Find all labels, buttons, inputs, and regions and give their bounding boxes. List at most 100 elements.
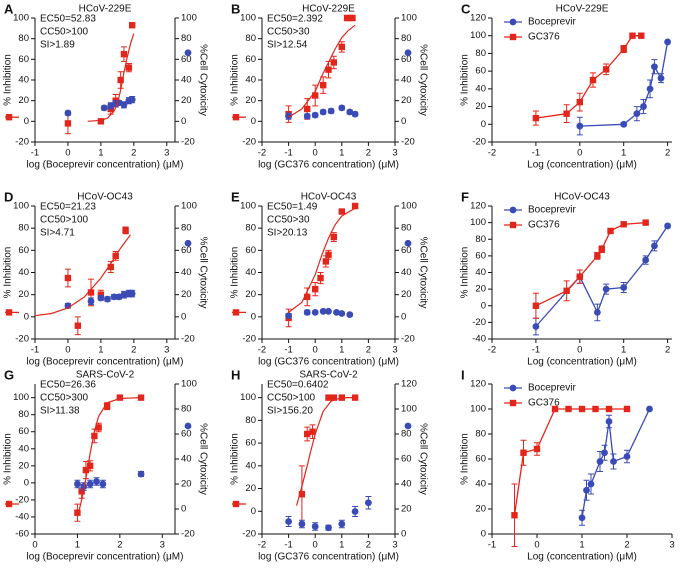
y-axis-label: % Inhibition bbox=[230, 54, 241, 106]
x-tick-label: 0 bbox=[534, 540, 539, 551]
data-point bbox=[578, 405, 586, 413]
x-tick-label: 2 bbox=[117, 540, 122, 551]
x-tick-label: -2 bbox=[488, 345, 496, 356]
y2-tick-label: 80 bbox=[401, 223, 412, 234]
annotation: EC50=1.49 bbox=[267, 202, 318, 213]
panel-letter: H bbox=[231, 367, 240, 382]
y2-tick-label: 0 bbox=[181, 311, 186, 322]
data-point bbox=[303, 309, 311, 316]
y-tick-label: 0 bbox=[24, 477, 29, 488]
data-point bbox=[100, 104, 108, 112]
x-axis-label: Log (concentration) (μM) bbox=[527, 160, 637, 171]
y-tick-label: 100 bbox=[13, 392, 29, 403]
y-tick-label: 100 bbox=[470, 404, 486, 415]
data-point bbox=[346, 108, 354, 116]
y-tick-label: 120 bbox=[470, 13, 486, 24]
x-tick-label: 1 bbox=[339, 540, 344, 551]
y2-tick-label: -20 bbox=[181, 334, 195, 345]
x-tick-label: 2 bbox=[665, 148, 670, 159]
series-line bbox=[535, 225, 669, 327]
legend-label: GC376 bbox=[528, 32, 560, 43]
series-line bbox=[535, 221, 646, 307]
data-point bbox=[97, 294, 105, 302]
y-tick-label: 100 bbox=[240, 201, 256, 212]
data-point bbox=[346, 311, 354, 319]
data-point bbox=[592, 405, 599, 413]
data-point bbox=[325, 394, 332, 401]
y-axis-label: % Inhibition bbox=[230, 247, 241, 299]
data-point bbox=[607, 227, 614, 235]
y-tick-label: -20 bbox=[242, 334, 256, 345]
x-tick-label: 2 bbox=[624, 540, 629, 551]
panel-title: SARS-CoV-2 bbox=[76, 370, 135, 381]
legend-label: GC376 bbox=[528, 220, 560, 231]
y-axis-label: % Inhibition bbox=[460, 433, 471, 485]
data-point bbox=[351, 110, 359, 118]
y2-tick-label: 20 bbox=[181, 479, 192, 490]
data-point bbox=[311, 111, 319, 119]
y-tick-label: 80 bbox=[245, 415, 256, 426]
y2-tick-label: 100 bbox=[401, 201, 417, 212]
annotation: CC50>100 bbox=[40, 215, 89, 226]
y-tick-label: 20 bbox=[18, 289, 29, 300]
y2-tick-label: 0 bbox=[401, 311, 406, 322]
data-point bbox=[91, 432, 98, 440]
data-point bbox=[620, 120, 628, 128]
data-point bbox=[576, 98, 584, 106]
y-tick-label: 20 bbox=[475, 504, 486, 515]
x-tick-label: 1 bbox=[621, 148, 626, 159]
y-tick-label: 0 bbox=[251, 311, 256, 322]
data-point bbox=[103, 402, 111, 410]
data-point bbox=[330, 233, 338, 241]
data-point bbox=[593, 309, 601, 316]
data-point bbox=[583, 486, 590, 494]
x-axis-label: log (Boceprevir concentration) (μM) bbox=[27, 160, 184, 171]
x-tick-label: 1 bbox=[579, 540, 584, 551]
x-tick-label: -2 bbox=[258, 148, 266, 159]
y2-tick-label: 100 bbox=[181, 201, 197, 212]
fit-curve bbox=[34, 234, 131, 317]
x-tick-label: 0 bbox=[65, 345, 70, 356]
annotation: CC50>100 bbox=[40, 27, 89, 38]
y2-tick-label: 0 bbox=[401, 529, 406, 540]
y-tick-label: -20 bbox=[242, 137, 256, 148]
data-point bbox=[330, 394, 338, 401]
y-tick-label: -20 bbox=[15, 334, 29, 345]
fit-curve bbox=[288, 207, 356, 313]
axis-key bbox=[184, 239, 192, 247]
panel: D HCoV-OC43-20020406080100-20020406080100… bbox=[3, 189, 209, 367]
x-tick-label: 2 bbox=[366, 148, 371, 159]
y2-tick-label: 20 bbox=[401, 289, 412, 300]
data-point bbox=[532, 323, 540, 330]
x-tick-label: 2 bbox=[131, 345, 136, 356]
y2-tick-label: 80 bbox=[401, 429, 412, 440]
annotation: EC50=21.23 bbox=[40, 202, 96, 213]
y-tick-label: 80 bbox=[18, 223, 29, 234]
y2-tick-label: 80 bbox=[401, 33, 412, 44]
data-point bbox=[620, 221, 627, 228]
annotation: CC50>100 bbox=[267, 393, 316, 404]
y-tick-label: 100 bbox=[13, 201, 29, 212]
data-point bbox=[646, 85, 654, 93]
axis-key bbox=[404, 422, 412, 430]
y-tick-label: 0 bbox=[24, 116, 29, 127]
data-point bbox=[311, 309, 319, 316]
y2-tick-label: 40 bbox=[401, 267, 412, 278]
data-point bbox=[646, 405, 653, 413]
data-point bbox=[312, 285, 319, 293]
annotation: SI>11.38 bbox=[40, 406, 80, 417]
data-point bbox=[86, 480, 94, 488]
data-point bbox=[285, 518, 292, 525]
data-point bbox=[303, 112, 311, 120]
annotation: EC50=52.83 bbox=[40, 14, 96, 25]
x-tick-label: 0 bbox=[577, 148, 582, 159]
data-point bbox=[298, 520, 306, 528]
annotation: SI>156.20 bbox=[267, 406, 313, 417]
x-axis-label: log (Boceprevir concentration) (μM) bbox=[27, 552, 184, 563]
y-tick-label: 40 bbox=[475, 479, 486, 490]
data-point bbox=[594, 252, 601, 260]
panel-title: HCoV-229E bbox=[556, 4, 609, 15]
y-axis-label: % Inhibition bbox=[230, 433, 241, 485]
data-point bbox=[601, 449, 608, 457]
